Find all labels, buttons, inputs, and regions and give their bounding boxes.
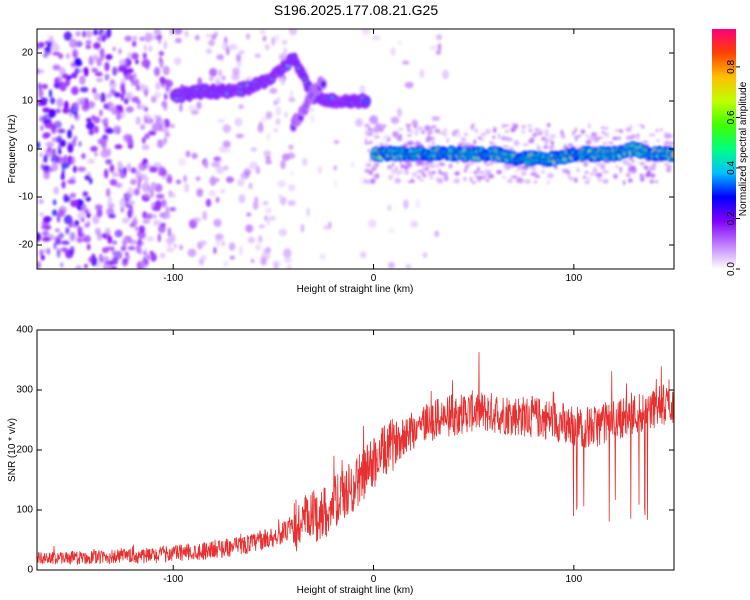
colorbar-tick-label: 0.0 [726,262,737,276]
snr-series-line [37,352,674,565]
spectrogram-ridge [370,141,674,167]
spectrogram-ridge [169,52,371,110]
snr-ylabel: SNR (10 * v/v) [7,418,18,482]
y-tick-label: 400 [16,325,33,336]
colorbar: 0.0 0.2 0.4 0.6 0.8 Normalized spectral ampl… [712,29,749,276]
spectrogram-ridge [289,76,327,133]
snr-xlabel: Height of straight line (km) [297,585,414,596]
y-tick-label: -20 [19,240,34,251]
y-tick-label: 300 [16,385,33,396]
snr-ticks: -100 0 100 0 100 200 300 400 [16,325,674,585]
snr-panel: -100 0 100 0 100 200 300 400 Height of straight… [7,325,675,596]
colorbar-gradient [712,29,736,269]
spectrogram-xlabel: Height of straight line (km) [297,284,414,295]
spectrogram-image [37,29,674,269]
y-tick-label: 20 [22,48,34,59]
x-tick-label: 0 [371,273,377,284]
snr-background [37,330,674,570]
spectrogram-ylabel: Frequency (Hz) [7,115,18,184]
colorbar-label: Normalized spectral amplitude [738,81,749,216]
y-tick-label: 100 [16,505,33,516]
y-tick-label: 200 [16,445,33,456]
x-tick-label: 100 [565,574,582,585]
x-tick-label: -100 [163,273,183,284]
colorbar-tick-label: 0.8 [726,60,737,74]
x-tick-label: 0 [371,574,377,585]
colorbar-tick-label: 0.4 [726,161,737,175]
colorbar-ticks: 0.0 0.2 0.4 0.6 0.8 [726,60,740,276]
x-tick-label: 100 [565,273,582,284]
y-tick-label: 0 [27,144,33,155]
colorbar-tick-label: 0.2 [726,211,737,225]
y-tick-label: 10 [22,96,34,107]
colorbar-tick-label: 0.6 [726,110,737,124]
chart-title: S196.2025.177.08.21.G25 [273,2,439,18]
y-tick-label: -10 [19,192,34,203]
x-tick-label: -100 [163,574,183,585]
y-tick-label: 0 [27,565,33,576]
